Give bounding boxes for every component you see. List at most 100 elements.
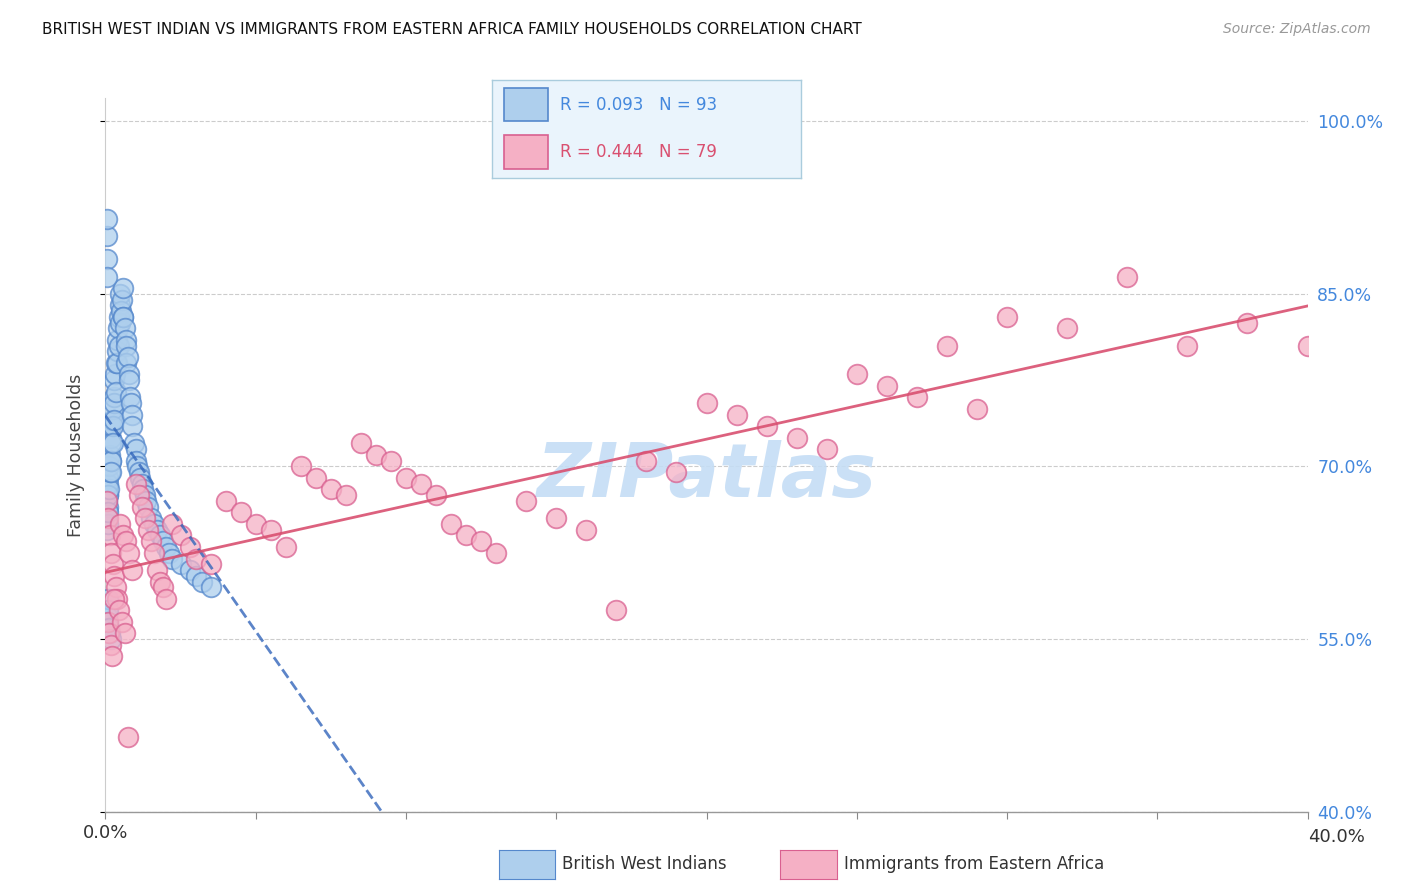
Point xyxy=(96,483,118,497)
Text: Immigrants from Eastern Africa: Immigrants from Eastern Africa xyxy=(844,855,1104,873)
Point xyxy=(755,419,778,434)
Point xyxy=(103,390,125,404)
Point xyxy=(115,356,138,370)
Point xyxy=(104,384,127,399)
Point xyxy=(100,453,122,467)
Point xyxy=(114,321,136,335)
Point xyxy=(136,523,159,537)
Point xyxy=(97,516,120,531)
Point xyxy=(121,563,143,577)
Point xyxy=(129,471,152,485)
Point xyxy=(103,413,125,427)
Point xyxy=(425,488,447,502)
Point xyxy=(100,419,122,434)
Point xyxy=(128,488,150,502)
Point xyxy=(98,465,121,479)
Point xyxy=(139,511,162,525)
Point xyxy=(115,333,138,347)
Point xyxy=(229,506,252,520)
Point xyxy=(97,476,120,491)
Point xyxy=(117,730,139,744)
Point xyxy=(725,408,748,422)
Point xyxy=(108,298,131,312)
Point xyxy=(936,338,959,352)
Point xyxy=(98,626,121,640)
Point xyxy=(96,494,118,508)
Point xyxy=(134,488,156,502)
Point xyxy=(101,649,124,664)
Point xyxy=(108,603,131,617)
Point xyxy=(97,506,120,520)
Point xyxy=(136,500,159,514)
Point xyxy=(108,338,131,352)
Point xyxy=(169,528,191,542)
Point xyxy=(105,344,128,359)
Point xyxy=(100,431,122,445)
Point xyxy=(96,523,118,537)
Point xyxy=(132,483,155,497)
Point xyxy=(395,471,418,485)
Point xyxy=(97,591,120,606)
Point xyxy=(1296,338,1319,352)
Point xyxy=(118,368,141,382)
Point xyxy=(142,516,165,531)
Point xyxy=(128,465,150,479)
Point xyxy=(135,494,157,508)
Point xyxy=(179,540,201,554)
Text: Source: ZipAtlas.com: Source: ZipAtlas.com xyxy=(1223,22,1371,37)
Point xyxy=(470,534,492,549)
Text: BRITISH WEST INDIAN VS IMMIGRANTS FROM EASTERN AFRICA FAMILY HOUSEHOLDS CORRELAT: BRITISH WEST INDIAN VS IMMIGRANTS FROM E… xyxy=(42,22,862,37)
Point xyxy=(97,603,120,617)
Point xyxy=(1056,321,1078,335)
Point xyxy=(152,534,174,549)
Point xyxy=(107,321,129,335)
Point xyxy=(98,528,121,542)
Point xyxy=(214,494,236,508)
Point xyxy=(97,511,120,525)
Point xyxy=(245,516,267,531)
Point xyxy=(131,476,153,491)
Point xyxy=(98,626,121,640)
Point xyxy=(319,483,342,497)
Point xyxy=(104,580,127,594)
Point xyxy=(145,523,167,537)
Point xyxy=(100,465,122,479)
Point xyxy=(98,483,121,497)
Point xyxy=(160,516,183,531)
Point xyxy=(96,506,118,520)
Point xyxy=(966,401,988,416)
Point xyxy=(98,448,121,462)
Point xyxy=(107,591,129,606)
Text: 40.0%: 40.0% xyxy=(1308,828,1364,846)
Point xyxy=(696,396,718,410)
Point xyxy=(103,373,125,387)
Point xyxy=(160,551,183,566)
Point xyxy=(101,413,124,427)
Point xyxy=(515,494,537,508)
Point xyxy=(100,436,122,450)
Point xyxy=(115,338,138,352)
Point xyxy=(636,453,658,467)
Point xyxy=(101,558,124,572)
Point xyxy=(107,333,129,347)
Point xyxy=(786,431,808,445)
Point xyxy=(155,591,177,606)
Point xyxy=(335,488,357,502)
Point xyxy=(305,471,328,485)
Point xyxy=(142,546,165,560)
Text: R = 0.093   N = 93: R = 0.093 N = 93 xyxy=(560,95,717,114)
Point xyxy=(118,546,141,560)
Point xyxy=(485,546,508,560)
Point xyxy=(575,523,598,537)
Point xyxy=(96,211,118,226)
Point xyxy=(97,471,120,485)
FancyBboxPatch shape xyxy=(505,136,548,169)
Point xyxy=(103,396,125,410)
Point xyxy=(97,615,120,629)
Point xyxy=(124,442,146,457)
Point xyxy=(96,609,118,624)
Point xyxy=(114,626,136,640)
Point xyxy=(97,488,120,502)
Point xyxy=(456,528,478,542)
Point xyxy=(845,368,868,382)
